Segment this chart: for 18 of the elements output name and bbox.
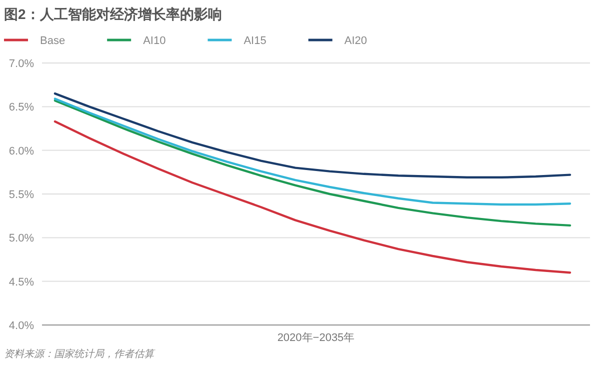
legend-label: AI20: [344, 35, 367, 47]
y-tick-label: 7.0%: [8, 58, 34, 70]
line-series: [54, 120, 572, 274]
text: 资料来源：国家统计局，作者估算: [4, 348, 156, 360]
chart-title: 图2：人工智能对经济增长率的影响: [4, 6, 222, 22]
legend-label: AI10: [143, 35, 166, 47]
y-tick-label: 6.5%: [8, 102, 34, 114]
y-tick-label: 4.0%: [8, 320, 34, 332]
line-series: [54, 92, 572, 179]
y-tick-label: 6.0%: [8, 145, 34, 158]
legend-label: Base: [40, 35, 66, 47]
line-series: [54, 98, 572, 206]
y-tick-label: 5.5%: [8, 189, 34, 201]
y-tick-label: 5.0%: [8, 232, 34, 245]
line-series: [54, 99, 572, 227]
x-axis-title: 2020年−2035年: [277, 332, 355, 344]
y-tick-label: 4.5%: [8, 276, 34, 288]
legend-label: AI15: [244, 35, 266, 47]
